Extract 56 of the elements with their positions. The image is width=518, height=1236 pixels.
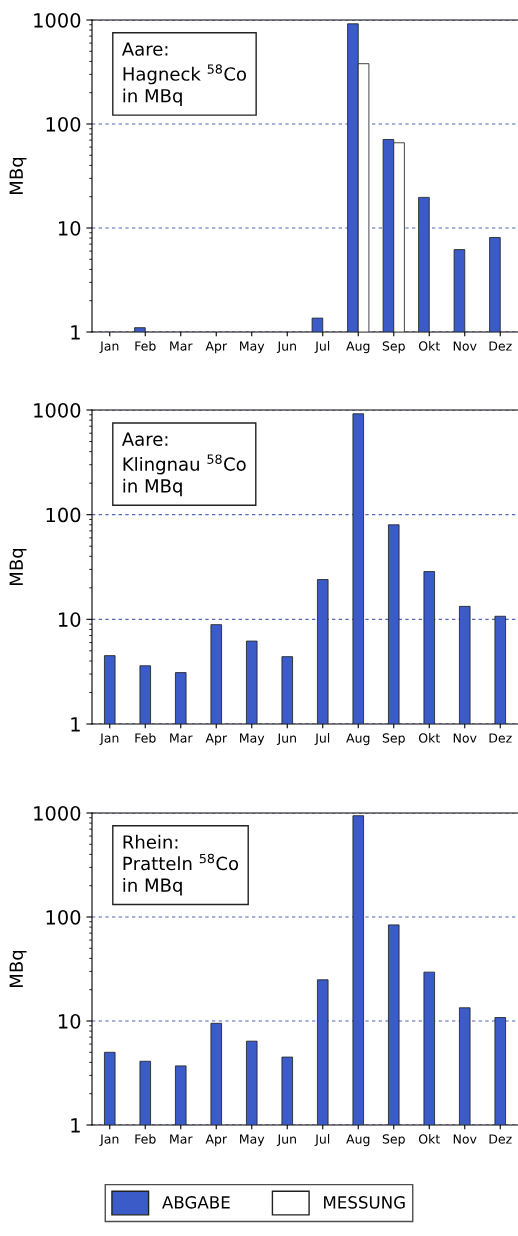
x-tick-label: Apr bbox=[205, 341, 228, 354]
x-tick-label: Aug bbox=[346, 733, 370, 746]
y-tick-label: 10 bbox=[58, 612, 81, 627]
y-tick-label: 100 bbox=[46, 507, 81, 523]
x-tick-label: Mar bbox=[170, 733, 193, 743]
x-tick-label: Jul bbox=[314, 341, 330, 354]
y-axis-title: MBq bbox=[9, 157, 27, 194]
x-tick-label: Sep bbox=[382, 733, 405, 746]
x-tick-label: Feb bbox=[135, 733, 156, 743]
x-tick-label: Jun bbox=[276, 733, 296, 746]
y-tick-label: 10 bbox=[58, 220, 81, 236]
y-tick-label: 1000 bbox=[34, 12, 81, 28]
x-tick-label: Jan bbox=[99, 1134, 119, 1147]
x-tick-label: Nov bbox=[453, 733, 477, 743]
legend-label: MESSUNG bbox=[324, 1196, 405, 1209]
x-tick-label: Jun bbox=[276, 1134, 296, 1147]
x-tick-label: Sep bbox=[382, 1134, 405, 1147]
y-axis-title: MBq bbox=[9, 548, 27, 585]
x-tick-label: May bbox=[240, 733, 265, 746]
x-tick-label: Okt bbox=[418, 341, 440, 351]
y-tick-label: 10 bbox=[58, 1013, 81, 1029]
x-tick-label: Dez bbox=[489, 1134, 512, 1144]
y-tick-label: 1 bbox=[71, 717, 80, 732]
x-tick-label: Okt bbox=[418, 733, 440, 743]
x-tick-label: Dez bbox=[489, 341, 512, 351]
x-tick-label: Feb bbox=[135, 341, 156, 351]
x-tick-label: Mar bbox=[170, 341, 193, 351]
x-tick-label: Sep bbox=[382, 341, 405, 354]
chart-title: Aare: Klingnau $^{58}$Co in MBq bbox=[121, 432, 246, 497]
legend-label: ABGABE bbox=[162, 1196, 230, 1209]
x-tick-label: May bbox=[240, 1134, 265, 1147]
chart-title: Rhein: Pratteln $^{58}$Co in MBq bbox=[123, 834, 239, 896]
x-tick-label: Jun bbox=[276, 341, 296, 354]
x-tick-label: Apr bbox=[205, 1134, 228, 1147]
x-tick-label: Jul bbox=[314, 733, 330, 746]
x-tick-label: May bbox=[240, 341, 265, 354]
x-tick-label: Mar bbox=[170, 1134, 193, 1144]
y-tick-label: 1000 bbox=[34, 402, 81, 418]
x-tick-label: Nov bbox=[453, 1134, 477, 1144]
x-tick-label: Aug bbox=[346, 341, 370, 354]
y-tick-label: 1 bbox=[71, 325, 80, 340]
x-tick-label: Feb bbox=[135, 1134, 156, 1144]
chart-title: Aare: Hagneck $^{58}$Co in MBq bbox=[121, 42, 247, 107]
x-tick-label: Jul bbox=[314, 1134, 330, 1147]
x-tick-label: Okt bbox=[418, 1134, 440, 1144]
x-tick-label: Jan bbox=[99, 733, 119, 746]
y-tick-label: 1 bbox=[71, 1118, 80, 1133]
x-tick-label: Apr bbox=[205, 733, 228, 746]
y-tick-label: 100 bbox=[46, 909, 81, 925]
x-tick-label: Jan bbox=[99, 341, 119, 354]
y-axis-title: MBq bbox=[9, 950, 27, 987]
x-tick-label: Dez bbox=[489, 733, 512, 743]
x-tick-label: Aug bbox=[346, 1134, 370, 1147]
y-tick-label: 100 bbox=[46, 116, 81, 132]
x-tick-label: Nov bbox=[453, 341, 477, 351]
y-tick-label: 1000 bbox=[34, 805, 81, 821]
